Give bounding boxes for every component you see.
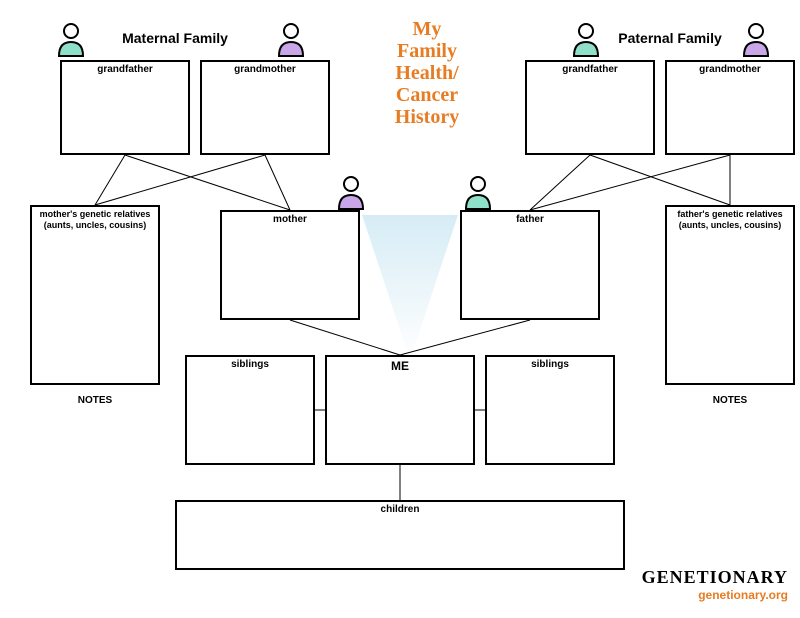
box-siblings-left: siblings	[185, 355, 315, 465]
box-m-grandfather: grandfather	[60, 60, 190, 155]
maternal-header: Maternal Family	[95, 30, 255, 46]
box-siblings-right: siblings	[485, 355, 615, 465]
box-p-grandmother: grandmother	[665, 60, 795, 155]
label-siblings-left: siblings	[187, 359, 313, 370]
label-m-relatives: mother's genetic relatives (aunts, uncle…	[32, 209, 158, 231]
label-p-grandfather: grandfather	[527, 64, 653, 75]
label-father: father	[462, 214, 598, 225]
paternal-grandmother-icon	[740, 22, 772, 63]
family-tree-diagram: Maternal Family Paternal Family MyFamily…	[0, 0, 800, 618]
maternal-notes-label: NOTES	[30, 395, 160, 406]
box-me: ME	[325, 355, 475, 465]
maternal-grandfather-icon	[55, 22, 87, 63]
label-me: ME	[327, 359, 473, 373]
brand-url: genetionary.org	[642, 588, 788, 602]
box-father: father	[460, 210, 600, 320]
paternal-header: Paternal Family	[590, 30, 750, 46]
box-m-grandmother: grandmother	[200, 60, 330, 155]
brand-block: GENETIONARY genetionary.org	[642, 567, 788, 602]
label-m-grandfather: grandfather	[62, 64, 188, 75]
box-m-relatives: mother's genetic relatives (aunts, uncle…	[30, 205, 160, 385]
label-p-grandmother: grandmother	[667, 64, 793, 75]
brand-name: GENETIONARY	[642, 567, 788, 588]
box-p-relatives: father's genetic relatives (aunts, uncle…	[665, 205, 795, 385]
paternal-notes-label: NOTES	[665, 395, 795, 406]
label-siblings-right: siblings	[487, 359, 613, 370]
main-title: MyFamilyHealth/CancerHistory	[352, 18, 502, 128]
label-children: children	[177, 504, 623, 515]
label-p-relatives: father's genetic relatives (aunts, uncle…	[667, 209, 793, 231]
box-children: children	[175, 500, 625, 570]
maternal-grandmother-icon	[275, 22, 307, 63]
label-mother: mother	[222, 214, 358, 225]
label-m-grandmother: grandmother	[202, 64, 328, 75]
paternal-grandfather-icon	[570, 22, 602, 63]
box-p-grandfather: grandfather	[525, 60, 655, 155]
box-mother: mother	[220, 210, 360, 320]
